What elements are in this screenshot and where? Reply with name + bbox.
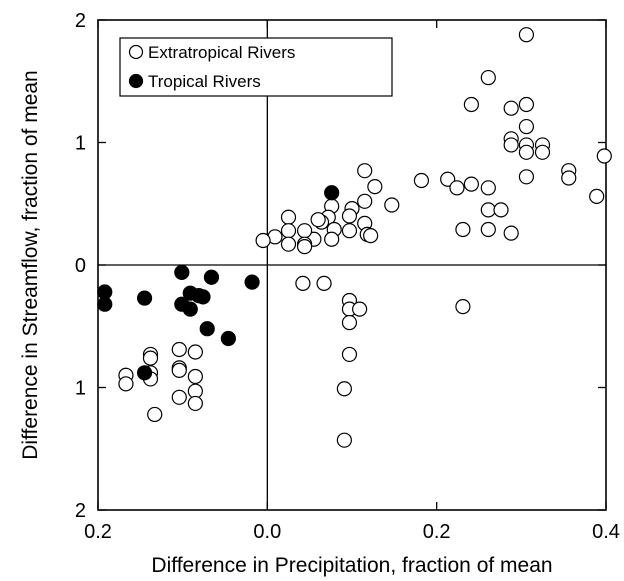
extratropical-river-point [518,169,535,185]
extratropical-river-point [336,381,352,397]
extratropical-river-point [357,193,373,209]
y-tick-label: 0 [75,255,86,277]
extratropical-river-point [341,223,358,239]
y-tick-label: 2 [75,10,86,32]
extratropical-river-point [147,406,163,423]
extratropical-river-point [310,212,326,228]
extratropical-river-point [352,301,368,317]
tropical-river-point [174,264,190,280]
x-tick-label: 0.2 [423,521,451,543]
extratropical-river-point [171,362,187,378]
extratropical-river-point [480,180,496,196]
legend: Extratropical Rivers Tropical Rivers [119,37,393,97]
extratropical-river-point [440,171,456,187]
extratropical-river-point [561,170,577,186]
x-tick-label: 0.4 [592,521,620,543]
extratropical-river-point [357,163,373,179]
legend-box [119,37,393,97]
x-axis-title: Difference in Precipitation, fraction of… [151,554,552,577]
legend-marker-extratropical [128,44,144,60]
extratropical-river-point [280,236,297,252]
extratropical-river-point [503,225,519,241]
tropical-river-point [136,365,153,381]
extratropical-river-point [463,176,479,192]
extratropical-river-point [295,275,311,291]
x-axis-ticks: 0.2 0.0 0.2 0.4 [84,20,620,543]
extratropical-river-point [534,144,551,160]
extratropical-river-point [118,376,134,392]
extratropical-river-point [518,96,535,113]
extratropical-river-point [296,223,313,239]
extratropical-river-point [341,208,358,224]
tropical-river-point [199,321,215,337]
tropical-river-point [220,330,236,347]
y-tick-label: 2 [75,500,86,522]
extratropical-river-point [518,27,535,43]
tropical-river-point [97,296,113,312]
tropical-river-point [244,274,260,290]
extratropical-river-point [316,275,332,291]
y-axis-title: Difference in Streamflow, fraction of me… [19,70,42,459]
legend-label: Extratropical Rivers [148,43,295,62]
extratropical-river-point [449,180,465,196]
extratropical-river-point [187,344,203,360]
extratropical-river-point [589,188,605,204]
extratropical-river-point [341,314,358,331]
extratropical-river-point [363,228,379,244]
extratropical-river-point [455,299,471,315]
extratropical-river-point [296,239,313,255]
extratropical-river-point [503,100,519,116]
legend-marker-tropical [128,73,144,89]
y-tick-label: 1 [75,133,86,155]
extratropical-river-point [187,368,203,385]
legend-label: Tropical Rivers [148,72,261,91]
y-tick-label: 1 [75,378,86,400]
extratropical-river-point [493,202,509,218]
extratropical-river-point [480,202,496,218]
tropical-river-point [182,301,198,317]
extratropical-river-point [367,179,383,195]
x-tick-label: 0.0 [253,521,281,543]
extratropical-river-point [336,432,352,448]
tropical-river-point [203,269,220,285]
extratropical-river-point [171,389,187,405]
extratropical-river-point [518,144,535,160]
y-axis-ticks: 2 1 0 1 2 [75,10,606,522]
extratropical-river-point [413,172,430,189]
extratropical-river-point [480,69,496,86]
extratropical-river-point [324,231,340,247]
extratropical-river-point [341,346,358,363]
tropical-river-point [324,185,340,201]
extratropical-river-point [455,221,471,238]
extratropical-river-point [142,350,159,366]
tropical-river-point [195,289,211,305]
extratropical-river-point [518,118,535,135]
extratropical-river-point [171,341,187,358]
extratropical-river-point [187,395,203,412]
tropical-river-point [136,290,153,306]
extratropical-river-point [596,148,612,164]
extratropical-river-point [480,221,496,238]
x-tick-label: 0.2 [84,521,112,543]
extratropical-river-point [280,223,297,239]
extratropical-river-point [280,209,297,225]
data-points [97,27,612,448]
extratropical-river-point [255,232,271,249]
extratropical-river-point [384,197,400,213]
extratropical-river-point [463,96,479,113]
extratropical-river-point [503,137,519,153]
